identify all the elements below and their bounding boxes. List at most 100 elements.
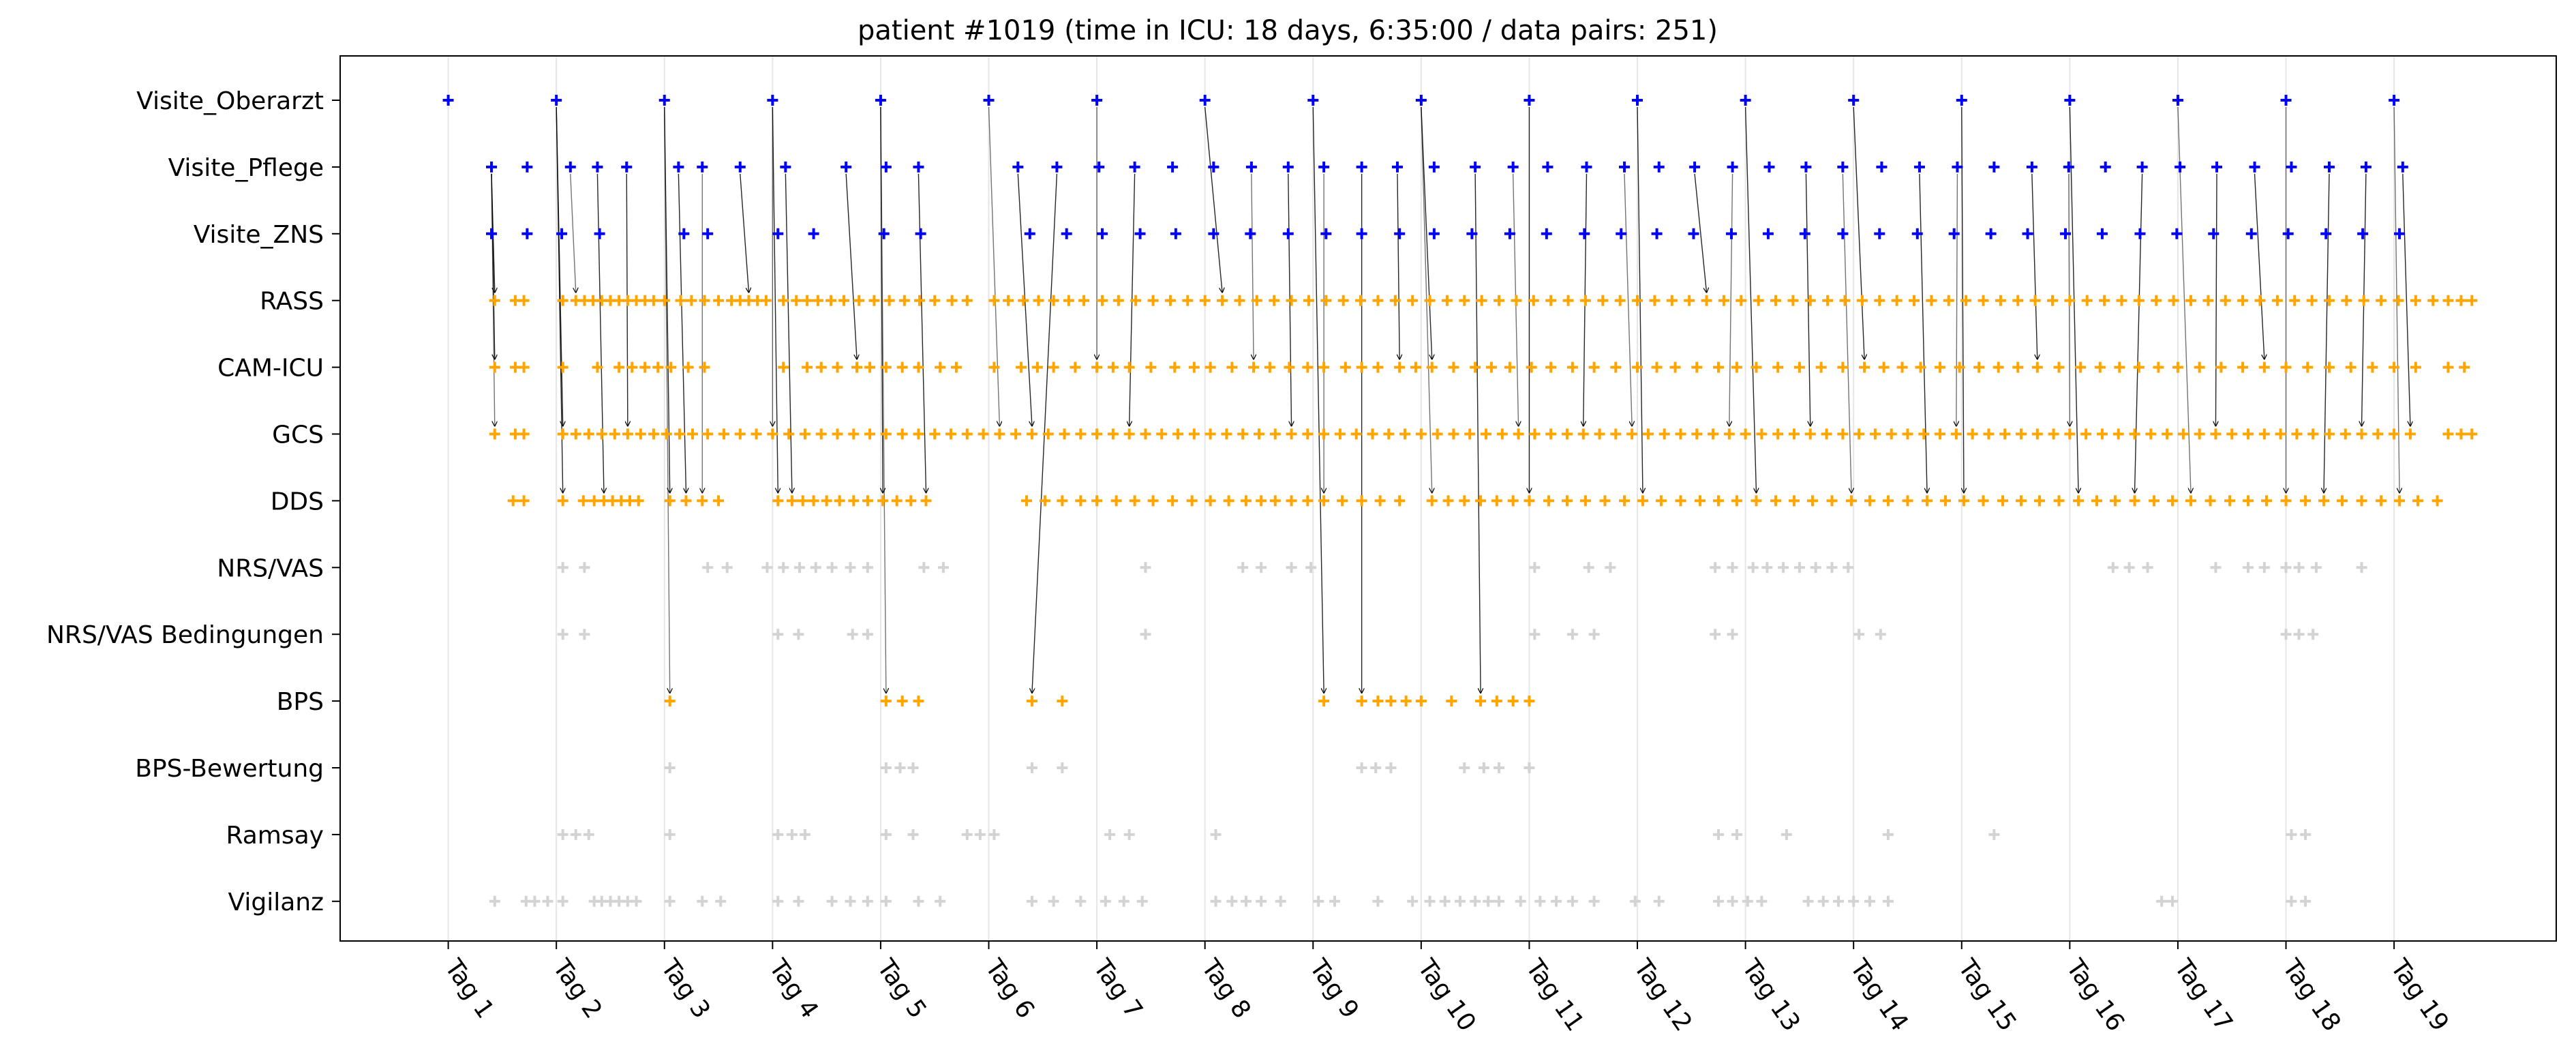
marker-dds-27 bbox=[1039, 495, 1050, 507]
marker-ramsay-11 bbox=[988, 828, 1000, 840]
marker-nrs-vas-10 bbox=[862, 562, 873, 573]
marker-rass-103 bbox=[2099, 295, 2110, 306]
marker-vigilanz-60 bbox=[2156, 895, 2168, 907]
marker-visite-pflege-1 bbox=[521, 161, 533, 173]
link-arrow-60 bbox=[2402, 173, 2410, 426]
marker-dds-84 bbox=[2091, 495, 2103, 507]
marker-vigilanz-62 bbox=[2286, 895, 2297, 907]
marker-nrs-vas-36 bbox=[2280, 562, 2292, 573]
marker-rass-102 bbox=[2081, 295, 2093, 306]
marker-ramsay-20 bbox=[2286, 828, 2297, 840]
marker-cam-icu-7 bbox=[639, 361, 651, 373]
marker-dds-68 bbox=[1788, 495, 1800, 507]
marker-gcs-95 bbox=[2016, 428, 2027, 440]
marker-dds-96 bbox=[2318, 495, 2330, 507]
y-label-ramsay: Ramsay bbox=[226, 822, 324, 850]
marker-rass-114 bbox=[2289, 295, 2301, 306]
marker-dds-97 bbox=[2337, 495, 2348, 507]
marker-rass-50 bbox=[1182, 295, 1194, 306]
marker-cam-icu-82 bbox=[2153, 361, 2164, 373]
marker-gcs-109 bbox=[2243, 428, 2254, 440]
marker-gcs-14 bbox=[702, 428, 714, 440]
marker-cam-icu-55 bbox=[1610, 361, 1622, 373]
link-arrow-26 bbox=[1252, 173, 1254, 359]
marker-vigilanz-42 bbox=[1494, 895, 1505, 907]
marker-gcs-10 bbox=[648, 428, 659, 440]
marker-rass-17 bbox=[699, 295, 710, 306]
marker-rass-71 bbox=[1545, 295, 1557, 306]
marker-visite-pflege-38 bbox=[1988, 161, 2000, 173]
y-label-bps: BPS bbox=[277, 688, 324, 716]
marker-rass-89 bbox=[1856, 295, 1868, 306]
marker-gcs-19 bbox=[783, 428, 795, 440]
marker-rass-97 bbox=[1995, 295, 2006, 306]
marker-bps-12 bbox=[1446, 696, 1457, 707]
marker-nrs-vas-21 bbox=[1710, 562, 1721, 573]
marker-cam-icu-19 bbox=[896, 361, 908, 373]
x-tick-label-12: Tag 13 bbox=[1736, 954, 1806, 1036]
marker-nrs-vas-0 bbox=[557, 562, 569, 573]
marker-cam-icu-37 bbox=[1264, 361, 1275, 373]
marker-dds-17 bbox=[808, 495, 819, 507]
marker-nrs-vas-bedingungen-15 bbox=[2293, 629, 2305, 640]
marker-rass-121 bbox=[2410, 295, 2421, 306]
marker-cam-icu-70 bbox=[1915, 361, 1926, 373]
marker-rass-78 bbox=[1666, 295, 1678, 306]
marker-gcs-4 bbox=[570, 428, 581, 440]
data-markers bbox=[442, 95, 2478, 907]
marker-gcs-36 bbox=[1059, 428, 1070, 440]
marker-cam-icu-71 bbox=[1935, 361, 1946, 373]
marker-visite-zns-17 bbox=[1282, 228, 1294, 239]
marker-cam-icu-35 bbox=[1226, 361, 1238, 373]
marker-visite-pflege-32 bbox=[1763, 161, 1775, 173]
marker-dds-53 bbox=[1507, 495, 1519, 507]
marker-cam-icu-3 bbox=[557, 361, 569, 373]
link-arrow-41 bbox=[1729, 173, 1733, 426]
y-axis-labels: Visite_Oberarzt Visite_Pflege Visite_ZNS RA… bbox=[46, 87, 340, 916]
marker-rass-31 bbox=[868, 295, 880, 306]
marker-cam-icu-57 bbox=[1651, 361, 1663, 373]
marker-visite-zns-44 bbox=[2282, 228, 2294, 239]
marker-visite-pflege-4 bbox=[621, 161, 633, 173]
marker-cam-icu-90 bbox=[2323, 361, 2335, 373]
marker-ramsay-19 bbox=[1988, 828, 2000, 840]
marker-visite-zns-37 bbox=[2022, 228, 2033, 239]
marker-rass-65 bbox=[1441, 295, 1453, 306]
y-label-rass: RASS bbox=[260, 288, 324, 316]
marker-visite-pflege-16 bbox=[1167, 161, 1179, 173]
marker-visite-zns-13 bbox=[1134, 228, 1146, 239]
marker-vigilanz-2 bbox=[529, 895, 541, 907]
marker-gcs-54 bbox=[1350, 428, 1362, 440]
marker-rass-119 bbox=[2376, 295, 2387, 306]
marker-visite-zns-38 bbox=[2060, 228, 2072, 239]
marker-cam-icu-15 bbox=[832, 361, 843, 373]
marker-vigilanz-17 bbox=[845, 895, 856, 907]
marker-dds-38 bbox=[1240, 495, 1252, 507]
link-arrow-40 bbox=[1694, 173, 1706, 293]
marker-rass-94 bbox=[1943, 295, 1954, 306]
marker-nrs-vas-32 bbox=[2142, 562, 2153, 573]
marker-nrs-vas-8 bbox=[826, 562, 838, 573]
marker-ramsay-12 bbox=[1104, 828, 1116, 840]
marker-visite-zns-33 bbox=[1874, 228, 1885, 239]
marker-rass-62 bbox=[1389, 295, 1401, 306]
marker-cam-icu-31 bbox=[1145, 361, 1157, 373]
marker-rass-86 bbox=[1804, 295, 1816, 306]
marker-gcs-11 bbox=[661, 428, 672, 440]
marker-visite-pflege-15 bbox=[1129, 161, 1140, 173]
marker-cam-icu-29 bbox=[1107, 361, 1119, 373]
marker-rass-101 bbox=[2064, 295, 2076, 306]
marker-vigilanz-36 bbox=[1407, 895, 1419, 907]
marker-nrs-vas-7 bbox=[810, 562, 821, 573]
link-arrow-33 bbox=[1421, 106, 1432, 359]
marker-vigilanz-58 bbox=[1864, 895, 1875, 907]
marker-vigilanz-45 bbox=[1551, 895, 1562, 907]
marker-visite-zns-4 bbox=[678, 228, 690, 239]
marker-gcs-48 bbox=[1253, 428, 1264, 440]
link-arrow-55 bbox=[2254, 173, 2264, 359]
marker-gcs-44 bbox=[1188, 428, 1200, 440]
link-arrow-57 bbox=[2324, 173, 2330, 493]
marker-ramsay-15 bbox=[1712, 828, 1724, 840]
marker-gcs-84 bbox=[1837, 428, 1849, 440]
marker-ramsay-2 bbox=[583, 828, 594, 840]
